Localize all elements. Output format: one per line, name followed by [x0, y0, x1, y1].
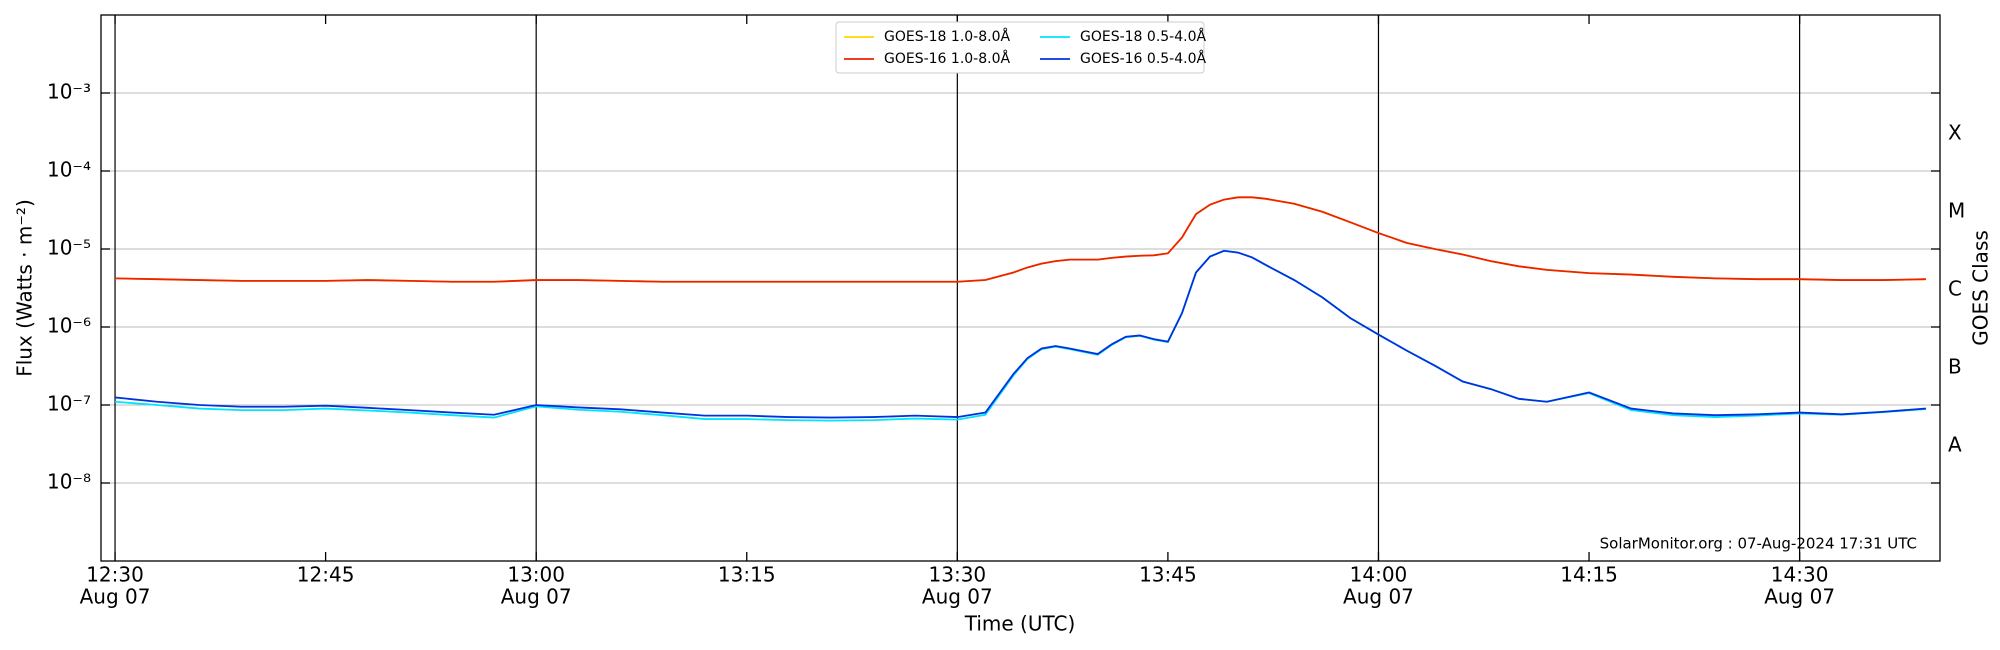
x-tick-date: Aug 07 — [501, 585, 572, 609]
annotation: SolarMonitor.org : 07-Aug-2024 17:31 UTC — [1600, 535, 1917, 553]
x-tick-date: Aug 07 — [80, 585, 151, 609]
plot-frame — [100, 14, 1941, 562]
x-tick-date: Aug 07 — [1343, 585, 1414, 609]
x-tick-label: 13:45 — [1139, 563, 1197, 587]
legend-box — [835, 21, 1205, 74]
x-axis-label: Time (UTC) — [964, 612, 1076, 636]
y2-tick-label: A — [1948, 432, 1962, 456]
y-tick-label: 10⁻⁵ — [47, 236, 91, 260]
y-tick-label: 10⁻⁸ — [47, 470, 91, 494]
y-axis-label: Flux (Watts · m⁻²) — [13, 199, 37, 377]
legend-label: GOES-18 0.5-4.0Å — [1080, 28, 1206, 45]
y2-tick-label: M — [1948, 198, 1965, 222]
y-tick-label: 10⁻⁶ — [47, 314, 91, 338]
y2-tick-label: X — [1948, 120, 1962, 144]
x-tick-label: 13:30 — [929, 563, 987, 587]
y-tick-label: 10⁻⁷ — [47, 392, 91, 416]
y2-tick-label: B — [1948, 354, 1962, 378]
legend: GOES-18 1.0-8.0Å GOES-16 1.0-8.0Å GOES-18 … — [835, 21, 1206, 74]
x-tick-label: 13:15 — [718, 563, 776, 587]
legend-label: GOES-16 1.0-8.0Å — [884, 50, 1010, 67]
legend-label: GOES-16 0.5-4.0Å — [1080, 50, 1206, 67]
x-tick-label: 12:30 — [86, 563, 144, 587]
series-line — [114, 249, 1927, 419]
y2-tick-label: C — [1948, 276, 1962, 300]
series-line — [115, 196, 1926, 283]
y-tick-label: 10⁻⁴ — [47, 158, 91, 182]
x-tick-label: 12:45 — [297, 563, 355, 587]
x-tick-label: 13:00 — [507, 563, 565, 587]
x-tick-label: 14:30 — [1771, 563, 1829, 587]
y-tick-label: 10⁻³ — [47, 80, 91, 104]
legend-label: GOES-18 1.0-8.0Å — [884, 28, 1010, 45]
x-tick-date: Aug 07 — [1764, 585, 1835, 609]
y2-axis-label: GOES Class — [1969, 230, 1993, 346]
x-tick-date: Aug 07 — [922, 585, 993, 609]
x-tick-label: 14:15 — [1560, 563, 1618, 587]
x-tick-label: 14:00 — [1350, 563, 1408, 587]
